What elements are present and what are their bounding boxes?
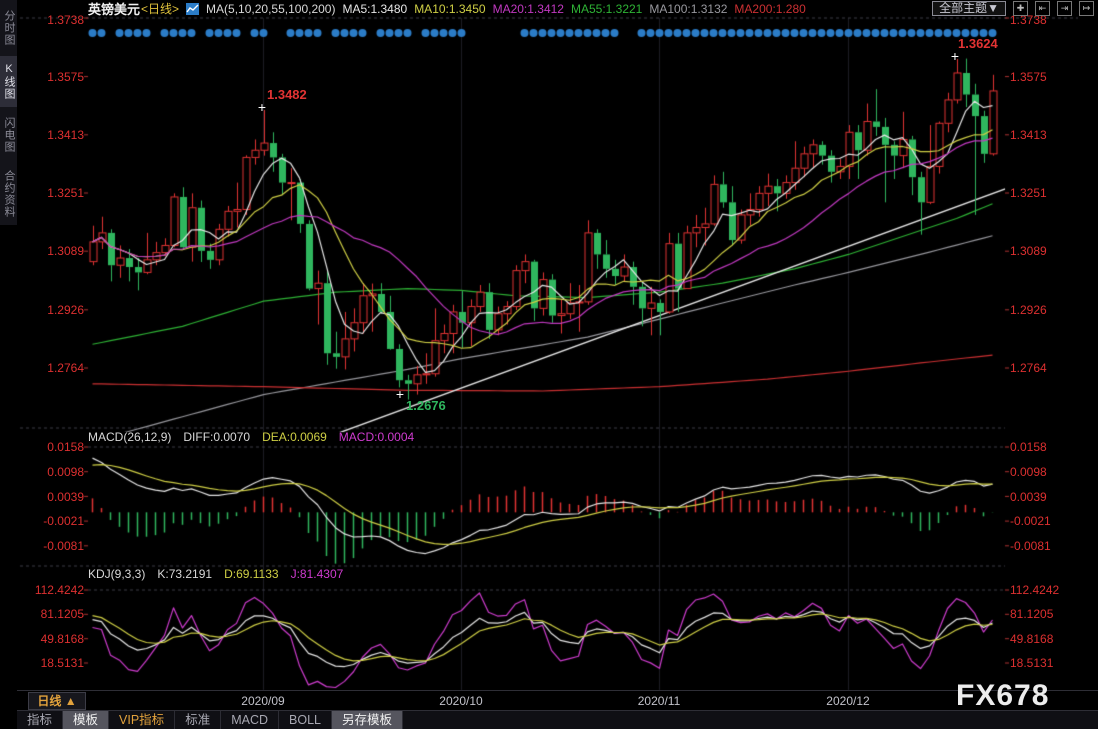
price-axis-label: 1.3089 <box>1010 244 1047 258</box>
toolbar-tab-vip-indicators[interactable]: VIP指标 <box>109 711 176 729</box>
kline-chart-icon <box>186 2 200 15</box>
kdj-indicator-label: KDJ(9,3,3) <box>88 567 146 581</box>
date-tick: 2020/09 <box>241 694 285 708</box>
kdj-axis-label: 49.8168 <box>40 632 84 646</box>
toolbar-tab-boll[interactable]: BOLL <box>279 711 332 729</box>
macd-indicator-label: MACD(26,12,9) <box>88 430 172 444</box>
brand-watermark: FX678 <box>956 679 1050 712</box>
left-sidebar: 分时图 K线图 闪电图 合约资料 <box>0 0 17 729</box>
kdj-axis-label: 18.5131 <box>40 656 84 670</box>
macd-dea-value: DEA:0.0069 <box>262 430 327 444</box>
ma55-value: MA55:1.3221 <box>570 1 643 16</box>
kdj-axis-label: 112.4242 <box>34 583 84 597</box>
pan-icon[interactable]: ✚ <box>1013 1 1028 16</box>
sidebar-tab-lightning-chart[interactable]: 闪电图 <box>3 117 15 153</box>
toolbar-tab-template[interactable]: 模板 <box>63 711 110 729</box>
price-axis-label: 1.3738 <box>1010 13 1047 27</box>
ma10-value: MA10:1.3450 <box>414 1 486 16</box>
macd-axis-label: 0.0158 <box>47 440 84 454</box>
macd-axis-label: -0.0081 <box>1010 539 1051 553</box>
low-marker-cross: + <box>395 386 405 402</box>
date-tick: 2020/10 <box>439 694 483 708</box>
swing-high-annotation: 1.3482 <box>267 87 307 102</box>
chart-header: 英镑美元 <日线> MA(5,10,20,55,100,200) MA5:1.3… <box>88 0 1094 17</box>
price-axis-label: 1.2764 <box>1010 361 1047 375</box>
sidebar-filler <box>0 225 17 729</box>
macd-axis-label: 0.0098 <box>1010 465 1047 479</box>
toolbar-tab-save-template[interactable]: 另存模板 <box>331 711 403 729</box>
sidebar-tab-contract-info[interactable]: 合约资料 <box>3 170 15 218</box>
kdj-axis-label: 81.1205 <box>1010 607 1054 621</box>
price-axis-label: 1.3575 <box>47 70 84 84</box>
theme-dropdown-button[interactable]: 全部主题▼ <box>932 1 1006 16</box>
macd-axis-label: 0.0158 <box>1010 440 1047 454</box>
price-axis-label: 1.2926 <box>1010 303 1047 317</box>
sidebar-tab-kline-chart[interactable]: K线图 <box>0 56 17 107</box>
toolbar-tab-standard[interactable]: 标准 <box>175 711 222 729</box>
macd-diff-value: DIFF:0.0070 <box>183 430 251 444</box>
kdj-k-value: K:73.2191 <box>157 567 213 581</box>
shift-right-icon[interactable]: ↦ <box>1079 1 1094 16</box>
date-tick: 2020/12 <box>826 694 870 708</box>
date-tick: 2020/11 <box>637 694 681 708</box>
swing-low-annotation: 1.2676 <box>406 398 446 413</box>
kdj-axis-label: 81.1205 <box>40 607 84 621</box>
price-axis-label: 1.3738 <box>47 13 84 27</box>
period-selector[interactable]: 日线 ▲ <box>28 692 86 710</box>
price-axis-label: 1.2764 <box>47 361 84 375</box>
price-axis-label: 1.3413 <box>1010 128 1047 142</box>
macd-axis-label: -0.0081 <box>43 539 84 553</box>
kdj-panel-title: KDJ(9,3,3) K:73.2191 D:69.1133 J:81.4307 <box>88 567 343 581</box>
toolbar-tab-indicators[interactable]: 指标 <box>17 711 64 729</box>
price-axis-label: 1.3089 <box>47 244 84 258</box>
scale-right-icon[interactable]: ⇥ <box>1057 1 1072 16</box>
macd-axis-label: -0.0021 <box>43 514 84 528</box>
scale-left-icon[interactable]: ⇤ <box>1035 1 1050 16</box>
kdj-d-value: D:69.1133 <box>224 567 279 581</box>
swing-high-annotation: 1.3624 <box>958 36 998 51</box>
symbol-title: 英镑美元 <box>88 2 141 17</box>
toolbar-tab-macd[interactable]: MACD <box>221 711 280 729</box>
macd-axis-label: 0.0098 <box>47 465 84 479</box>
kdj-axis-label: 49.8168 <box>1010 632 1054 646</box>
kdj-axis-label: 18.5131 <box>1010 656 1054 670</box>
kdj-axis-label: 112.4242 <box>1010 583 1060 597</box>
kdj-j-value: J:81.4307 <box>290 567 344 581</box>
macd-axis-label: -0.0021 <box>1010 514 1051 528</box>
price-axis-label: 1.3413 <box>47 128 84 142</box>
macd-panel-title: MACD(26,12,9) DIFF:0.0070 DEA:0.0069 MAC… <box>88 430 414 444</box>
macd-axis-label: 0.0039 <box>1010 490 1047 504</box>
ma5-value: MA5:1.3480 <box>342 1 408 16</box>
macd-axis-label: 0.0039 <box>47 490 84 504</box>
high-marker-cross: + <box>950 48 960 64</box>
price-axis-label: 1.3251 <box>1010 186 1047 200</box>
price-axis-label: 1.3575 <box>1010 70 1047 84</box>
ma-group-label: MA(5,10,20,55,100,200) <box>206 1 336 16</box>
period-tag: <日线> <box>141 2 180 16</box>
time-axis-row: 日线 ▲ 2020/09 2020/10 2020/11 2020/12 <box>17 690 1098 711</box>
sidebar-tab-timeshare-chart[interactable]: 分时图 <box>3 10 15 46</box>
ma20-value: MA20:1.3412 <box>492 1 564 16</box>
high-marker-cross: + <box>257 99 267 115</box>
ma100-value: MA100:1.3132 <box>649 1 728 16</box>
price-axis-label: 1.3251 <box>47 186 84 200</box>
macd-macd-value: MACD:0.0004 <box>338 430 415 444</box>
bottom-toolbar: 指标 模板 VIP指标 标准 MACD BOLL 另存模板 <box>17 710 1098 729</box>
price-axis-label: 1.2926 <box>47 303 84 317</box>
ma200-value: MA200:1.280 <box>734 1 806 16</box>
